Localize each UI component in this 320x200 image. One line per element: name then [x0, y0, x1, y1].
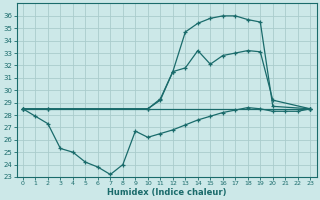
X-axis label: Humidex (Indice chaleur): Humidex (Indice chaleur) [107, 188, 226, 197]
